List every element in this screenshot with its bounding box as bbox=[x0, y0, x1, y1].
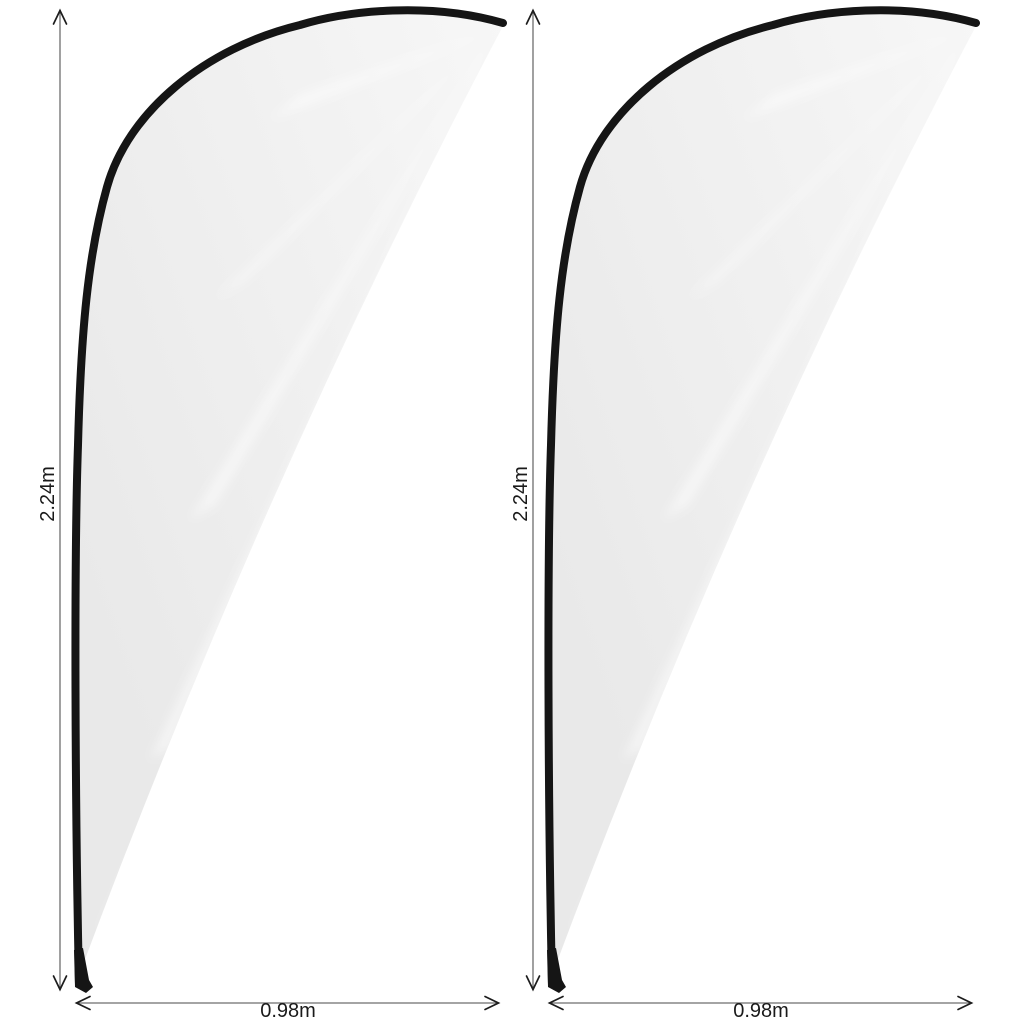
right-flag-height-label: 2.24m bbox=[510, 466, 532, 522]
left-flag-width-label: 0.98m bbox=[260, 1000, 316, 1022]
right-teardrop-flag bbox=[547, 10, 977, 993]
left-flag-height-label: 2.24m bbox=[37, 466, 59, 522]
right-flag-width-label: 0.98m bbox=[733, 1000, 789, 1022]
left-teardrop-flag bbox=[74, 10, 504, 993]
